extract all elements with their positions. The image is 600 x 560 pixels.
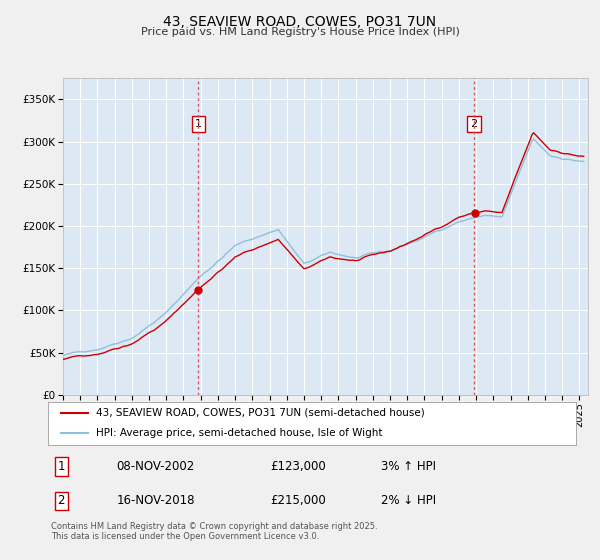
Text: 16-NOV-2018: 16-NOV-2018 xyxy=(116,494,195,507)
Text: 1: 1 xyxy=(58,460,65,473)
Text: 2% ↓ HPI: 2% ↓ HPI xyxy=(380,494,436,507)
Text: 08-NOV-2002: 08-NOV-2002 xyxy=(116,460,195,473)
Text: 1: 1 xyxy=(195,119,202,129)
Text: 2: 2 xyxy=(58,494,65,507)
Text: 43, SEAVIEW ROAD, COWES, PO31 7UN: 43, SEAVIEW ROAD, COWES, PO31 7UN xyxy=(163,15,437,29)
Text: £123,000: £123,000 xyxy=(270,460,326,473)
Text: HPI: Average price, semi-detached house, Isle of Wight: HPI: Average price, semi-detached house,… xyxy=(95,428,382,438)
Text: Price paid vs. HM Land Registry's House Price Index (HPI): Price paid vs. HM Land Registry's House … xyxy=(140,27,460,37)
Text: 2: 2 xyxy=(470,119,478,129)
Text: £215,000: £215,000 xyxy=(270,494,326,507)
Text: 3% ↑ HPI: 3% ↑ HPI xyxy=(380,460,436,473)
Text: 43, SEAVIEW ROAD, COWES, PO31 7UN (semi-detached house): 43, SEAVIEW ROAD, COWES, PO31 7UN (semi-… xyxy=(95,408,424,418)
Text: Contains HM Land Registry data © Crown copyright and database right 2025.
This d: Contains HM Land Registry data © Crown c… xyxy=(51,522,377,542)
